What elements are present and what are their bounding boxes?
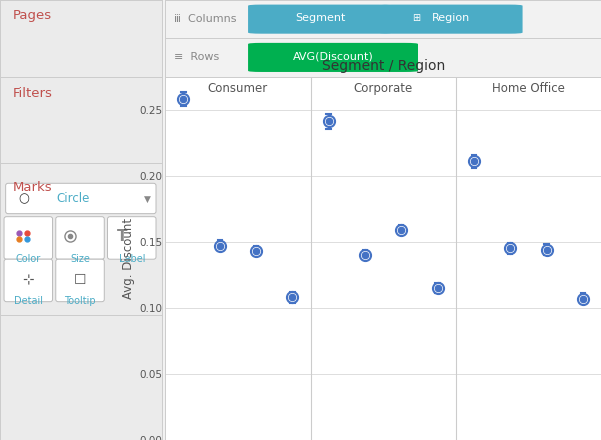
Y-axis label: Avg. Discount: Avg. Discount: [122, 218, 135, 299]
Text: Segment: Segment: [294, 13, 345, 23]
Text: Tooltip: Tooltip: [64, 296, 96, 306]
Text: Label: Label: [118, 254, 145, 264]
Text: ⊹: ⊹: [22, 273, 34, 287]
FancyBboxPatch shape: [4, 216, 52, 259]
FancyBboxPatch shape: [56, 259, 105, 302]
Text: Corporate: Corporate: [353, 82, 413, 95]
Text: Marks: Marks: [13, 181, 52, 194]
Text: Filters: Filters: [13, 87, 53, 100]
Text: Size: Size: [70, 254, 90, 264]
Text: AVG(Discount): AVG(Discount): [293, 51, 373, 62]
Text: Detail: Detail: [14, 296, 43, 306]
FancyBboxPatch shape: [248, 4, 392, 34]
Text: ⊞: ⊞: [412, 13, 420, 23]
Text: ⅲ  Columns: ⅲ Columns: [174, 14, 236, 24]
FancyBboxPatch shape: [379, 4, 523, 34]
Text: ▼: ▼: [144, 194, 151, 203]
Text: Segment / Region: Segment / Region: [322, 59, 445, 73]
FancyBboxPatch shape: [248, 43, 418, 72]
Text: ☐: ☐: [74, 273, 87, 287]
FancyBboxPatch shape: [5, 183, 156, 214]
FancyBboxPatch shape: [108, 216, 156, 259]
Text: Region: Region: [432, 13, 470, 23]
Text: ≡  Rows: ≡ Rows: [174, 52, 219, 62]
Text: T: T: [117, 229, 127, 244]
FancyBboxPatch shape: [4, 259, 52, 302]
FancyBboxPatch shape: [56, 216, 105, 259]
Text: Color: Color: [16, 254, 41, 264]
Text: Pages: Pages: [13, 9, 52, 22]
Text: Home Office: Home Office: [492, 82, 565, 95]
Text: Consumer: Consumer: [208, 82, 268, 95]
Text: ○: ○: [19, 192, 29, 205]
Text: Circle: Circle: [56, 192, 90, 205]
